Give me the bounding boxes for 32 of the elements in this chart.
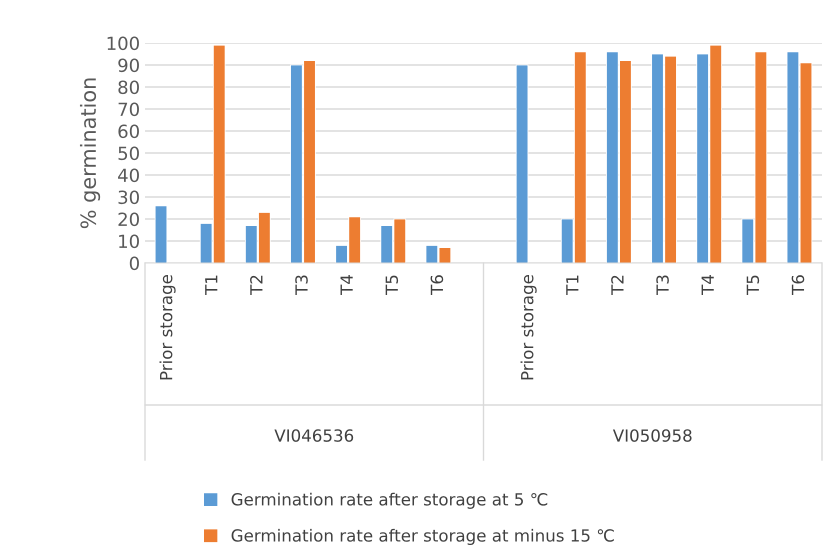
x-tick-label: T6: [430, 275, 444, 295]
y-tick-label: 10: [119, 234, 139, 248]
x-tick-label: T4: [702, 275, 714, 295]
y-tick-label: 40: [118, 168, 139, 182]
x-tick-label: T3: [295, 275, 308, 295]
legend-label: Germination rate after storage at minus 15 ℃: [232, 528, 614, 545]
x-tick-label: T1: [566, 276, 578, 295]
x-tick-label: T5: [746, 276, 760, 295]
y-tick-label: 100: [108, 36, 139, 50]
bar: [516, 64, 528, 263]
x-tick-label: T4: [340, 275, 353, 295]
x-tick-label: T5: [386, 276, 398, 295]
y-tick-label: 50: [118, 146, 139, 160]
x-tick-label: Prior storage: [520, 274, 537, 380]
bar: [154, 205, 168, 263]
text: VI050958: [612, 429, 692, 442]
y-tick-label: 30: [118, 190, 139, 204]
legend-label: Germination rate after storage at 5 ℃: [232, 492, 548, 509]
x-tick-label: T2: [611, 276, 624, 295]
y-tick-label: 70: [118, 102, 139, 116]
x-tick-label: Prior storage: [160, 274, 176, 380]
y-axis-title: % germination: [80, 78, 100, 228]
y-tick-label: 90: [118, 58, 139, 72]
y-tick-label: 80: [118, 80, 139, 94]
x-tick-label: T3: [656, 275, 669, 295]
y-tick-label: 60: [118, 124, 139, 138]
x-tick-label: T2: [250, 276, 262, 295]
y-tick-label: 0: [130, 256, 139, 270]
y-tick-label: 20: [118, 212, 139, 226]
text: VI046536: [274, 429, 354, 442]
x-tick-label: T1: [205, 276, 218, 295]
x-tick-label: T6: [792, 275, 804, 295]
